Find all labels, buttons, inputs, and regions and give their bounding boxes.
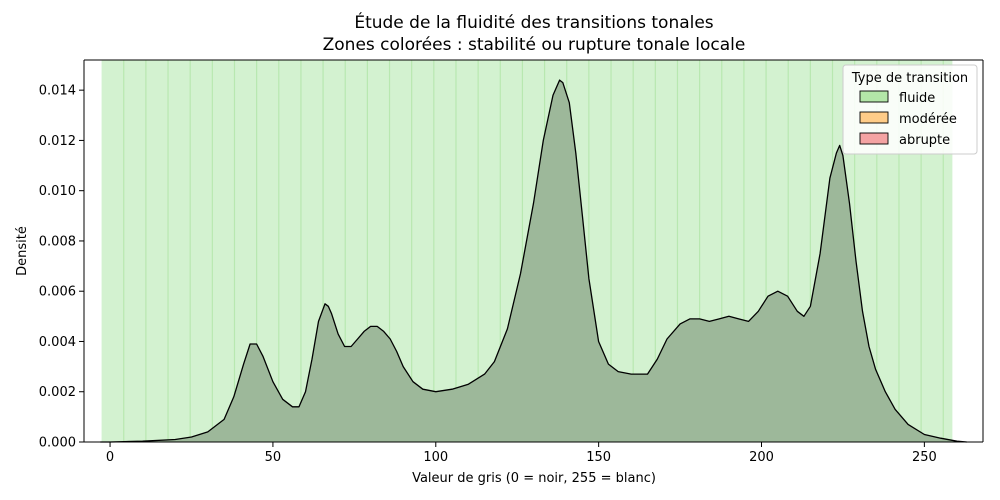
density-area-fill: [100, 80, 967, 442]
density-area-layer: [100, 79, 967, 443]
x-tick-label: 50: [265, 450, 282, 465]
x-tick-label: 150: [586, 450, 611, 465]
legend-swatch: [859, 132, 889, 145]
legend-label: abrupte: [899, 133, 950, 148]
x-tick-label: 200: [749, 450, 774, 465]
y-tick-label: 0.010: [39, 184, 76, 199]
legend-swatch: [859, 90, 889, 103]
y-tick-label: 0.004: [39, 335, 76, 350]
legend-entries: fluide modérée abrupte: [859, 90, 957, 148]
legend-label: modérée: [899, 112, 957, 127]
chart-subtitle: Zones colorées : stabilité ou rupture to…: [323, 35, 746, 55]
legend: Type de transition fluide modérée abrupte: [842, 64, 978, 155]
y-tick-label: 0.006: [39, 285, 76, 300]
density-curve-line: [100, 79, 967, 443]
y-tick-label: 0.002: [39, 385, 76, 400]
legend-box: [842, 64, 978, 155]
x-tick-label: 0: [106, 450, 114, 465]
y-ticks: 0.000 0.002 0.004 0.006 0.008 0.010 0.012 0.014: [39, 84, 84, 451]
legend-swatch: [859, 111, 889, 124]
y-tick-label: 0.000: [39, 436, 76, 451]
x-tick-label: 100: [423, 450, 448, 465]
legend-title: Type de transition: [851, 71, 968, 86]
chart-title: Étude de la fluidité des transitions ton…: [354, 11, 713, 33]
y-axis-label: Densité: [15, 226, 30, 276]
y-tick-label: 0.014: [39, 84, 76, 99]
y-tick-label: 0.012: [39, 134, 76, 149]
x-tick-label: 250: [912, 450, 937, 465]
x-axis-label: Valeur de gris (0 = noir, 255 = blanc): [412, 471, 656, 486]
x-ticks: 0 50 100 150 200 250: [106, 442, 937, 465]
axes: [83, 59, 984, 443]
y-tick-label: 0.008: [39, 234, 76, 249]
legend-label: fluide: [899, 91, 935, 106]
